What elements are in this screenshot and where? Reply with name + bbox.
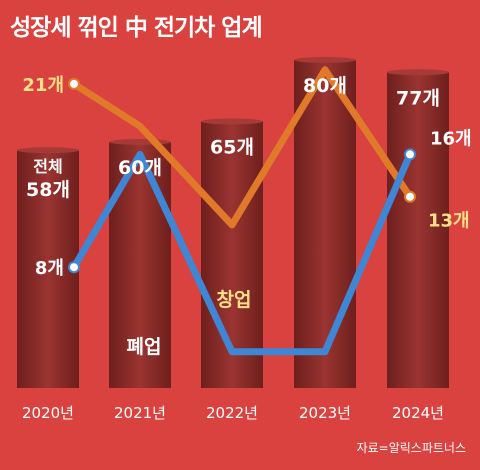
bar-value-label-1: 60개 [118,157,162,179]
startups-label-2024: 13개 [428,211,470,232]
bar-value-label-3: 80개 [303,75,347,97]
bar-top-2 [201,118,263,125]
series-1-point-0 [68,261,80,274]
bar-value-label-2: 65개 [210,137,254,159]
closures-label-2020: 8개 [35,258,64,279]
bar-top-1 [109,139,171,145]
x-tick-label-1: 2021년 [114,404,166,422]
x-tick-label-4: 2024년 [392,404,444,422]
bars-layer [17,57,449,389]
x-tick-label-0: 2020년 [22,404,74,422]
series-0-point-0 [68,77,80,90]
bar-top-0 [17,147,79,154]
startups-label-2020: 21개 [22,75,64,96]
bar-top-3 [294,57,356,63]
x-tick-label-3: 2023년 [299,404,351,422]
bar-value-label-4: 77개 [396,87,440,109]
total-header-label: 전체 [33,157,62,176]
closures-label-2024: 16개 [430,128,472,149]
source-note: 자료=알릭스파트너스 [356,441,466,455]
x-tick-label-2: 2022년 [206,404,258,422]
page-title: 성장세 꺾인 中 전기차 업계 [10,15,263,41]
series-name-startups: 창업 [217,289,252,311]
series-line-0 [70,66,414,229]
bar-top-4 [387,69,449,76]
bar-4 [387,72,449,389]
series-0-point-4 [404,190,416,203]
bar-value-label-0: 58개 [26,179,70,201]
bar-3 [294,60,356,388]
series-name-closures: 폐업 [127,336,162,358]
lines-layer [68,66,416,356]
series-1-point-4 [404,148,416,161]
series-line-1 [70,150,414,356]
